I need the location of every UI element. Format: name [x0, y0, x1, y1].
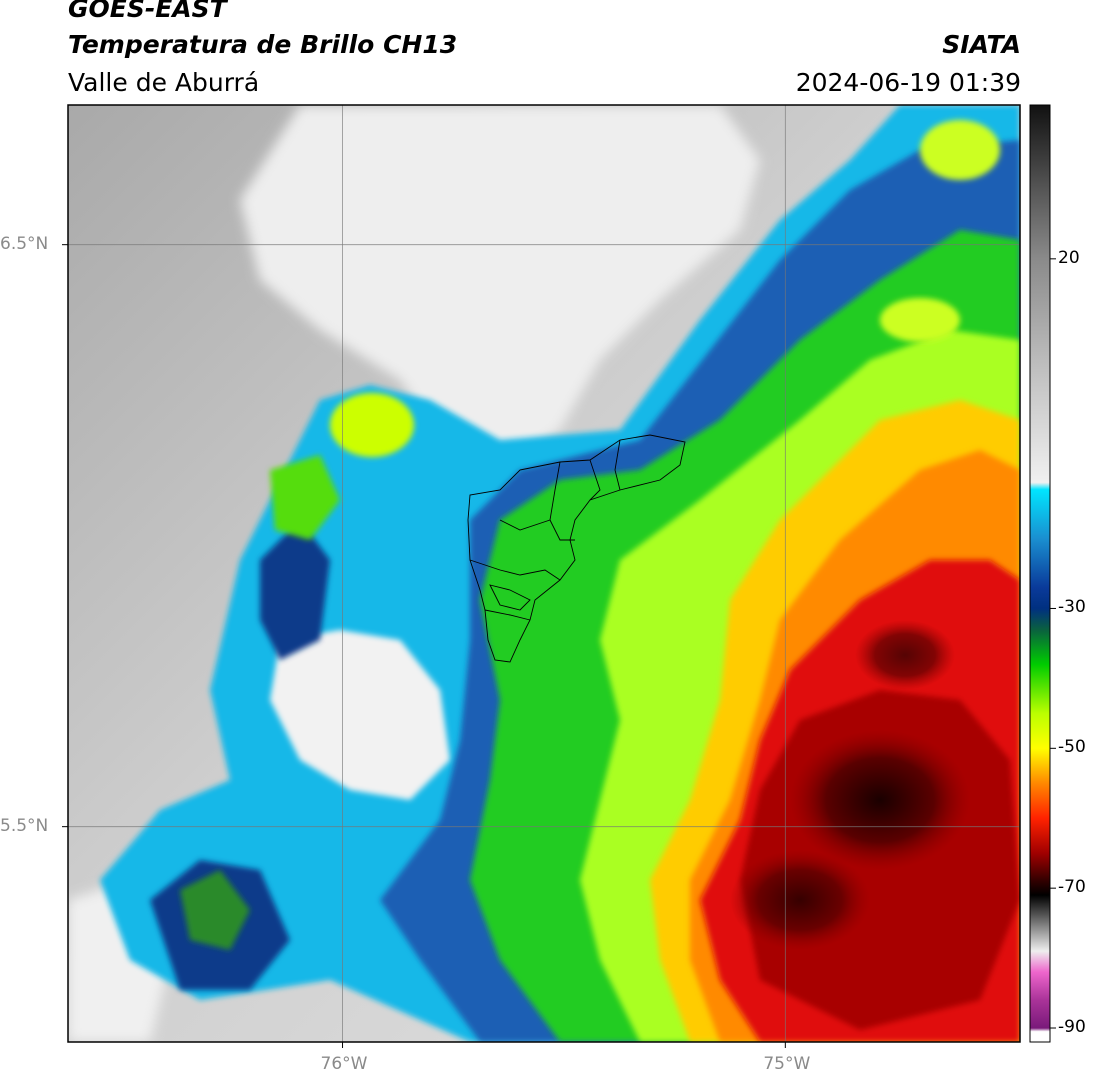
cloud-gap: [270, 630, 450, 800]
municipality-boundary: [489, 584, 531, 611]
region-subtitle: Valle de Aburrá: [68, 68, 260, 97]
map-frame: [67, 104, 1021, 1043]
organization-label: SIATA: [942, 30, 1021, 59]
lat-tick-label: 6.5°N: [0, 233, 49, 254]
cloud-top-blue: [260, 520, 330, 660]
cloud-top-green: [270, 455, 340, 540]
municipality-boundary: [499, 519, 551, 531]
municipality-boundary: [614, 439, 621, 491]
cold-cloud-cell: [920, 120, 1000, 180]
municipality-boundary: [469, 559, 561, 581]
colorbar: [1029, 104, 1051, 1043]
lon-tick-label: 75°W: [763, 1054, 811, 1074]
cold-cloud-cell: [330, 393, 414, 457]
municipality-boundary: [589, 459, 601, 501]
brightness-temperature-field: [68, 105, 1020, 1042]
municipality-boundary: [484, 609, 531, 621]
colorbar-tick-label: 20: [1058, 247, 1080, 268]
cold-cloud-cell: [880, 298, 960, 342]
map-gridlines: [68, 105, 1020, 1042]
coldest-core: [790, 730, 970, 870]
cloud-top-green: [180, 870, 250, 950]
colorbar-tick-label: -30: [1058, 597, 1086, 618]
valle-de-aburra-boundaries: [467, 434, 686, 663]
colorbar-tick-label: -50: [1058, 737, 1086, 758]
coldest-core: [855, 620, 955, 690]
lon-tick-label: 76°W: [320, 1054, 368, 1074]
colorbar-ticks: [1050, 258, 1056, 1029]
coldest-core: [730, 850, 870, 950]
title-line-1: GOES-EAST: [68, 0, 227, 23]
title-line-2: Temperatura de Brillo CH13: [68, 30, 458, 59]
colorbar-tick-label: -90: [1058, 1017, 1086, 1037]
lat-tick-label: 5.5°N: [0, 815, 49, 836]
cloud-region: [240, 105, 760, 470]
timestamp-label: 2024-06-19 01:39: [795, 68, 1021, 97]
colorbar-tick-label: -70: [1058, 877, 1086, 898]
